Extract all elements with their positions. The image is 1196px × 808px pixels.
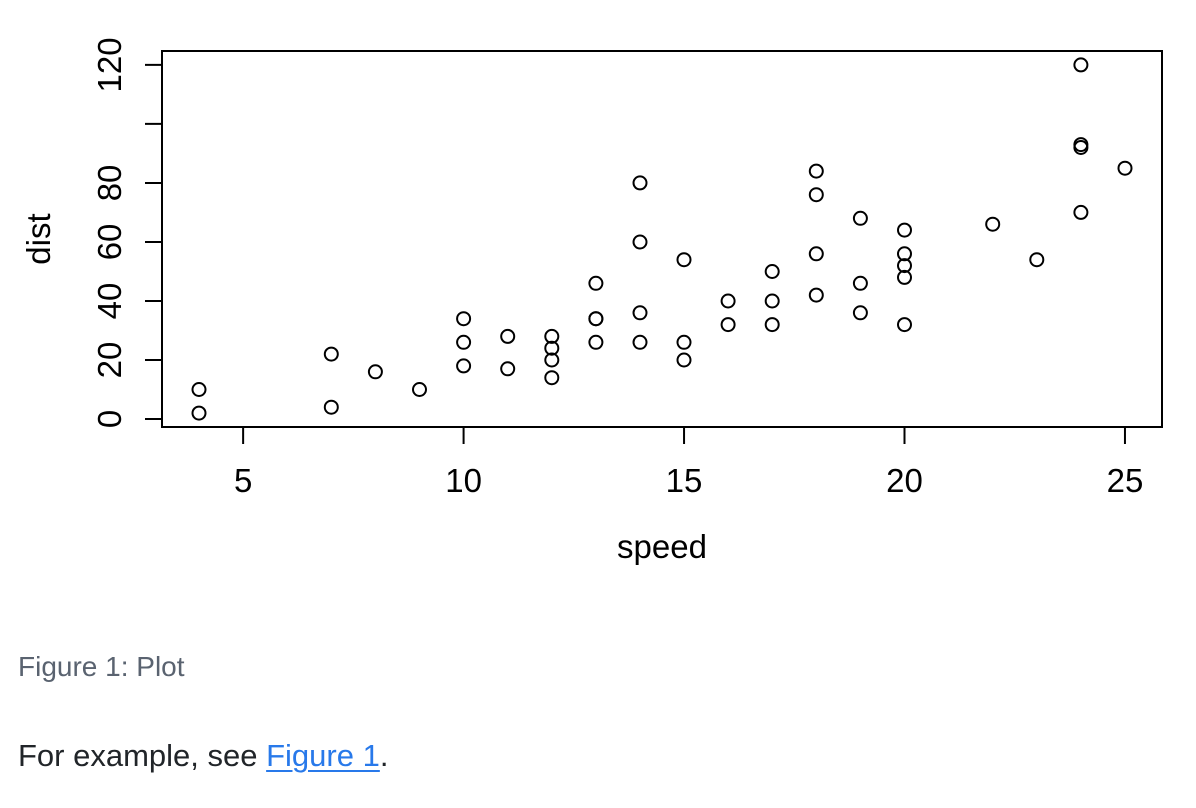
- y-tick-label: 20: [91, 342, 128, 379]
- data-point: [191, 382, 207, 397]
- y-tick-label: 120: [91, 37, 128, 92]
- data-point: [588, 334, 604, 350]
- figure-1: 5 10 15 20 25 0 20 40 60 80 120 speed dist Figure 1:…: [18, 37, 1163, 682]
- data-point: [456, 311, 472, 327]
- scatter-plot: 5 10 15 20 25 0 20 40 60 80 120 speed dist: [20, 37, 1163, 565]
- y-axis-title: dist: [20, 213, 57, 264]
- data-point: [367, 364, 383, 380]
- data-point: [1117, 160, 1133, 176]
- data-point: [808, 287, 824, 303]
- data-point: [544, 370, 560, 386]
- data-point: [588, 275, 604, 291]
- data-point: [897, 222, 912, 238]
- x-tick-label: 15: [666, 462, 703, 499]
- data-point: [412, 382, 427, 397]
- data-point: [676, 334, 692, 350]
- data-point: [808, 163, 824, 179]
- figure-1-link[interactable]: Figure 1: [266, 737, 380, 773]
- x-tick-label: 25: [1107, 462, 1144, 499]
- data-point: [588, 311, 604, 327]
- data-point: [632, 234, 648, 250]
- paragraph-suffix-text: .: [379, 737, 389, 773]
- data-point: [500, 361, 516, 377]
- data-point: [456, 334, 472, 350]
- data-point: [852, 275, 868, 291]
- data-point: [500, 328, 516, 344]
- data-point: [985, 216, 1001, 232]
- y-tick-label: 60: [91, 224, 128, 261]
- data-point: [1029, 252, 1045, 268]
- x-tick-label: 5: [234, 462, 252, 499]
- x-tick-label: 20: [886, 462, 923, 499]
- data-point: [456, 358, 472, 374]
- data-point: [676, 252, 692, 268]
- data-point: [720, 293, 736, 309]
- data-point: [632, 175, 648, 191]
- data-point: [897, 269, 912, 285]
- data-point: [764, 264, 780, 279]
- data-point: [1073, 204, 1089, 220]
- figure-caption: Figure 1: Plot: [18, 651, 185, 682]
- data-point: [897, 246, 912, 262]
- data-point: [323, 346, 339, 362]
- y-tick-label: 40: [91, 283, 128, 320]
- data-point: [764, 293, 780, 309]
- x-tick-label: 10: [445, 462, 482, 499]
- data-point: [1073, 137, 1089, 153]
- data-point: [544, 352, 560, 368]
- data-point: [676, 352, 692, 368]
- data-point: [632, 334, 648, 350]
- plot-box: [161, 50, 1163, 428]
- data-point: [808, 246, 824, 262]
- body-paragraph: For example, see Figure 1.: [18, 737, 1196, 776]
- data-point: [852, 305, 868, 321]
- data-point: [897, 258, 912, 274]
- data-point: [1073, 57, 1089, 73]
- data-point: [897, 317, 912, 333]
- data-point: [764, 317, 780, 333]
- data-point: [808, 187, 824, 203]
- data-point: [632, 305, 648, 321]
- y-tick-label: 80: [91, 165, 128, 202]
- x-axis-title: speed: [617, 528, 707, 565]
- data-point: [323, 399, 339, 415]
- data-point: [544, 328, 560, 344]
- y-tick-label: 0: [91, 410, 128, 428]
- data-point: [191, 405, 207, 421]
- data-point: [852, 210, 868, 226]
- paragraph-prefix-text: For example, see: [18, 737, 267, 773]
- data-point: [544, 340, 560, 356]
- data-point: [720, 317, 736, 333]
